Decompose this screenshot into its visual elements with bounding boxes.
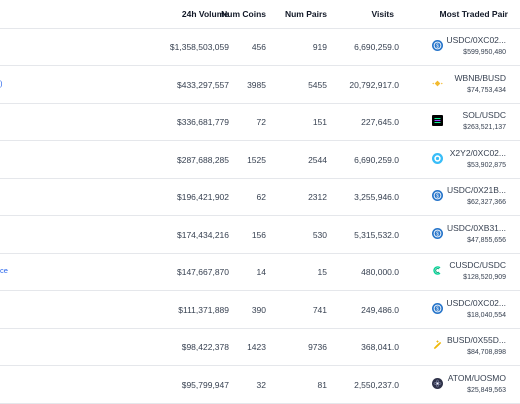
num-coins-cell: 62 — [256, 192, 266, 202]
pair-volume: $25,849,563 — [467, 386, 506, 394]
num-coins-cell: 456 — [251, 42, 266, 52]
volume-cell: $287,688,285 — [177, 154, 229, 165]
num-pairs-cell: 530 — [312, 229, 327, 240]
num-coins-cell: 390 — [251, 304, 266, 315]
usdc-icon: $ — [432, 227, 443, 239]
num-pairs-cell: 15 — [317, 267, 327, 277]
volume-cell: $433,297,557 — [177, 79, 229, 90]
most-traded-pair-link[interactable]: X2Y2/0XC02... — [449, 147, 506, 158]
usdc-icon: $ — [432, 190, 443, 201]
table-row[interactable]: $287,688,285 1525 2544 6,690,259.0 X2Y2/… — [0, 141, 520, 179]
volume-cell: $174,434,216 — [177, 229, 229, 240]
most-traded-pair-link[interactable]: ATOM/UOSMO — [447, 372, 506, 383]
svg-text:$: $ — [436, 306, 439, 312]
table-row[interactable]: $111,371,889 390 741 249,486.0 $ USDC/0X… — [0, 291, 520, 329]
visits-cell: 20,792,917.0 — [349, 79, 399, 90]
num-coins-cell: 156 — [251, 229, 266, 240]
header-num-coins[interactable]: Num Coins — [221, 9, 266, 19]
pair-volume: $599,950,480 — [463, 49, 506, 56]
header-most-traded-pair[interactable]: Most Traded Pair — [439, 9, 509, 19]
num-pairs-cell: 2544 — [308, 154, 327, 165]
header-visits[interactable]: Visits — [371, 9, 394, 19]
visits-cell: 2,550,237.0 — [354, 379, 399, 390]
num-coins-cell: 1525 — [247, 154, 266, 165]
pair-volume: $47,855,656 — [467, 236, 506, 244]
most-traded-pair-link[interactable]: USDC/0XC02... — [446, 35, 506, 45]
num-coins-cell: 14 — [256, 267, 266, 277]
most-traded-pair-link[interactable]: WBNB/BUSD — [454, 72, 506, 83]
most-traded-pair-link[interactable]: USDC/0X21B... — [446, 185, 506, 195]
visits-cell: 5,315,532.0 — [354, 229, 399, 240]
num-pairs-cell: 151 — [312, 117, 327, 127]
pair-volume: $53,902,875 — [467, 161, 506, 169]
pair-volume: $263,521,137 — [463, 124, 506, 131]
volume-cell: $95,799,947 — [181, 379, 229, 390]
table-row[interactable]: ce $147,667,870 14 15 480,000.0 CUSDC/US… — [0, 253, 520, 291]
visits-cell: 368,041.0 — [361, 342, 399, 352]
table-row[interactable]: $336,681,779 72 151 227,645.0 SOL/USDC $… — [0, 103, 520, 141]
num-coins-cell: 1423 — [247, 342, 266, 352]
svg-text:$: $ — [436, 231, 439, 237]
volume-cell: $111,371,889 — [178, 304, 229, 315]
volume-cell: $1,358,503,059 — [169, 42, 229, 52]
pair-volume: $74,753,434 — [467, 86, 506, 94]
x2y2-icon — [432, 152, 443, 164]
num-coins-cell: 72 — [256, 117, 266, 127]
table-row[interactable]: ) $433,297,557 3985 5455 20,792,917.0 WB… — [0, 66, 520, 104]
most-traded-pair-link[interactable]: SOL/USDC — [462, 110, 506, 120]
atom-icon — [432, 377, 443, 389]
busd-icon — [432, 340, 443, 351]
most-traded-pair-link[interactable]: BUSD/0X55D... — [446, 335, 506, 345]
table-row[interactable]: $1,358,503,059 456 919 6,690,259.0 $ USD… — [0, 28, 520, 66]
visits-cell: 227,645.0 — [361, 117, 399, 127]
table-row[interactable]: $174,434,216 156 530 5,315,532.0 $ USDC/… — [0, 216, 520, 254]
exchange-name-link[interactable]: ) — [0, 78, 3, 88]
table-row[interactable]: $98,422,378 1423 9736 368,041.0 BUSD/0X5… — [0, 328, 520, 366]
pair-volume: $62,327,366 — [467, 199, 506, 206]
svg-text:$: $ — [436, 193, 439, 199]
num-pairs-cell: 919 — [312, 42, 327, 52]
pair-volume: $18,040,554 — [467, 311, 506, 319]
num-coins-cell: 3985 — [247, 79, 266, 90]
solana-icon — [432, 115, 443, 126]
exchange-name-link[interactable]: ce — [0, 266, 8, 275]
header-num-pairs[interactable]: Num Pairs — [284, 9, 327, 19]
visits-cell: 480,000.0 — [361, 267, 399, 277]
svg-text:$: $ — [436, 43, 439, 49]
visits-cell: 6,690,259.0 — [354, 42, 399, 52]
volume-cell: $98,422,378 — [181, 342, 229, 352]
visits-cell: 6,690,259.0 — [354, 154, 399, 165]
volume-cell: $336,681,779 — [177, 117, 229, 127]
pair-volume: $128,520,909 — [463, 274, 506, 281]
bnb-icon — [432, 78, 443, 89]
visits-cell: 249,486.0 — [361, 304, 399, 315]
num-pairs-cell: 9736 — [308, 342, 327, 352]
volume-cell: $147,667,870 — [177, 267, 229, 277]
most-traded-pair-link[interactable]: CUSDC/USDC — [449, 260, 506, 270]
num-pairs-cell: 2312 — [308, 192, 327, 202]
volume-cell: $196,421,902 — [177, 192, 229, 202]
num-pairs-cell: 5455 — [308, 79, 327, 90]
table-header: 24h Volume Num Coins Num Pairs Visits Mo… — [0, 0, 520, 29]
usdc-icon: $ — [432, 40, 443, 51]
cusdc-icon — [432, 265, 443, 276]
num-coins-cell: 32 — [256, 379, 266, 390]
table-row[interactable]: $196,421,902 62 2312 3,255,946.0 $ USDC/… — [0, 178, 520, 216]
usdc-icon: $ — [432, 302, 443, 314]
most-traded-pair-link[interactable]: USDC/0XC02... — [446, 297, 506, 308]
most-traded-pair-link[interactable]: USDC/0XB31... — [446, 222, 506, 233]
header-24h-volume[interactable]: 24h Volume — [181, 9, 229, 19]
num-pairs-cell: 81 — [317, 379, 327, 390]
num-pairs-cell: 741 — [312, 304, 327, 315]
table-row[interactable]: $95,799,947 32 81 2,550,237.0 ATOM/UOSMO… — [0, 366, 520, 404]
pair-volume: $84,708,898 — [467, 349, 506, 356]
visits-cell: 3,255,946.0 — [354, 192, 399, 202]
